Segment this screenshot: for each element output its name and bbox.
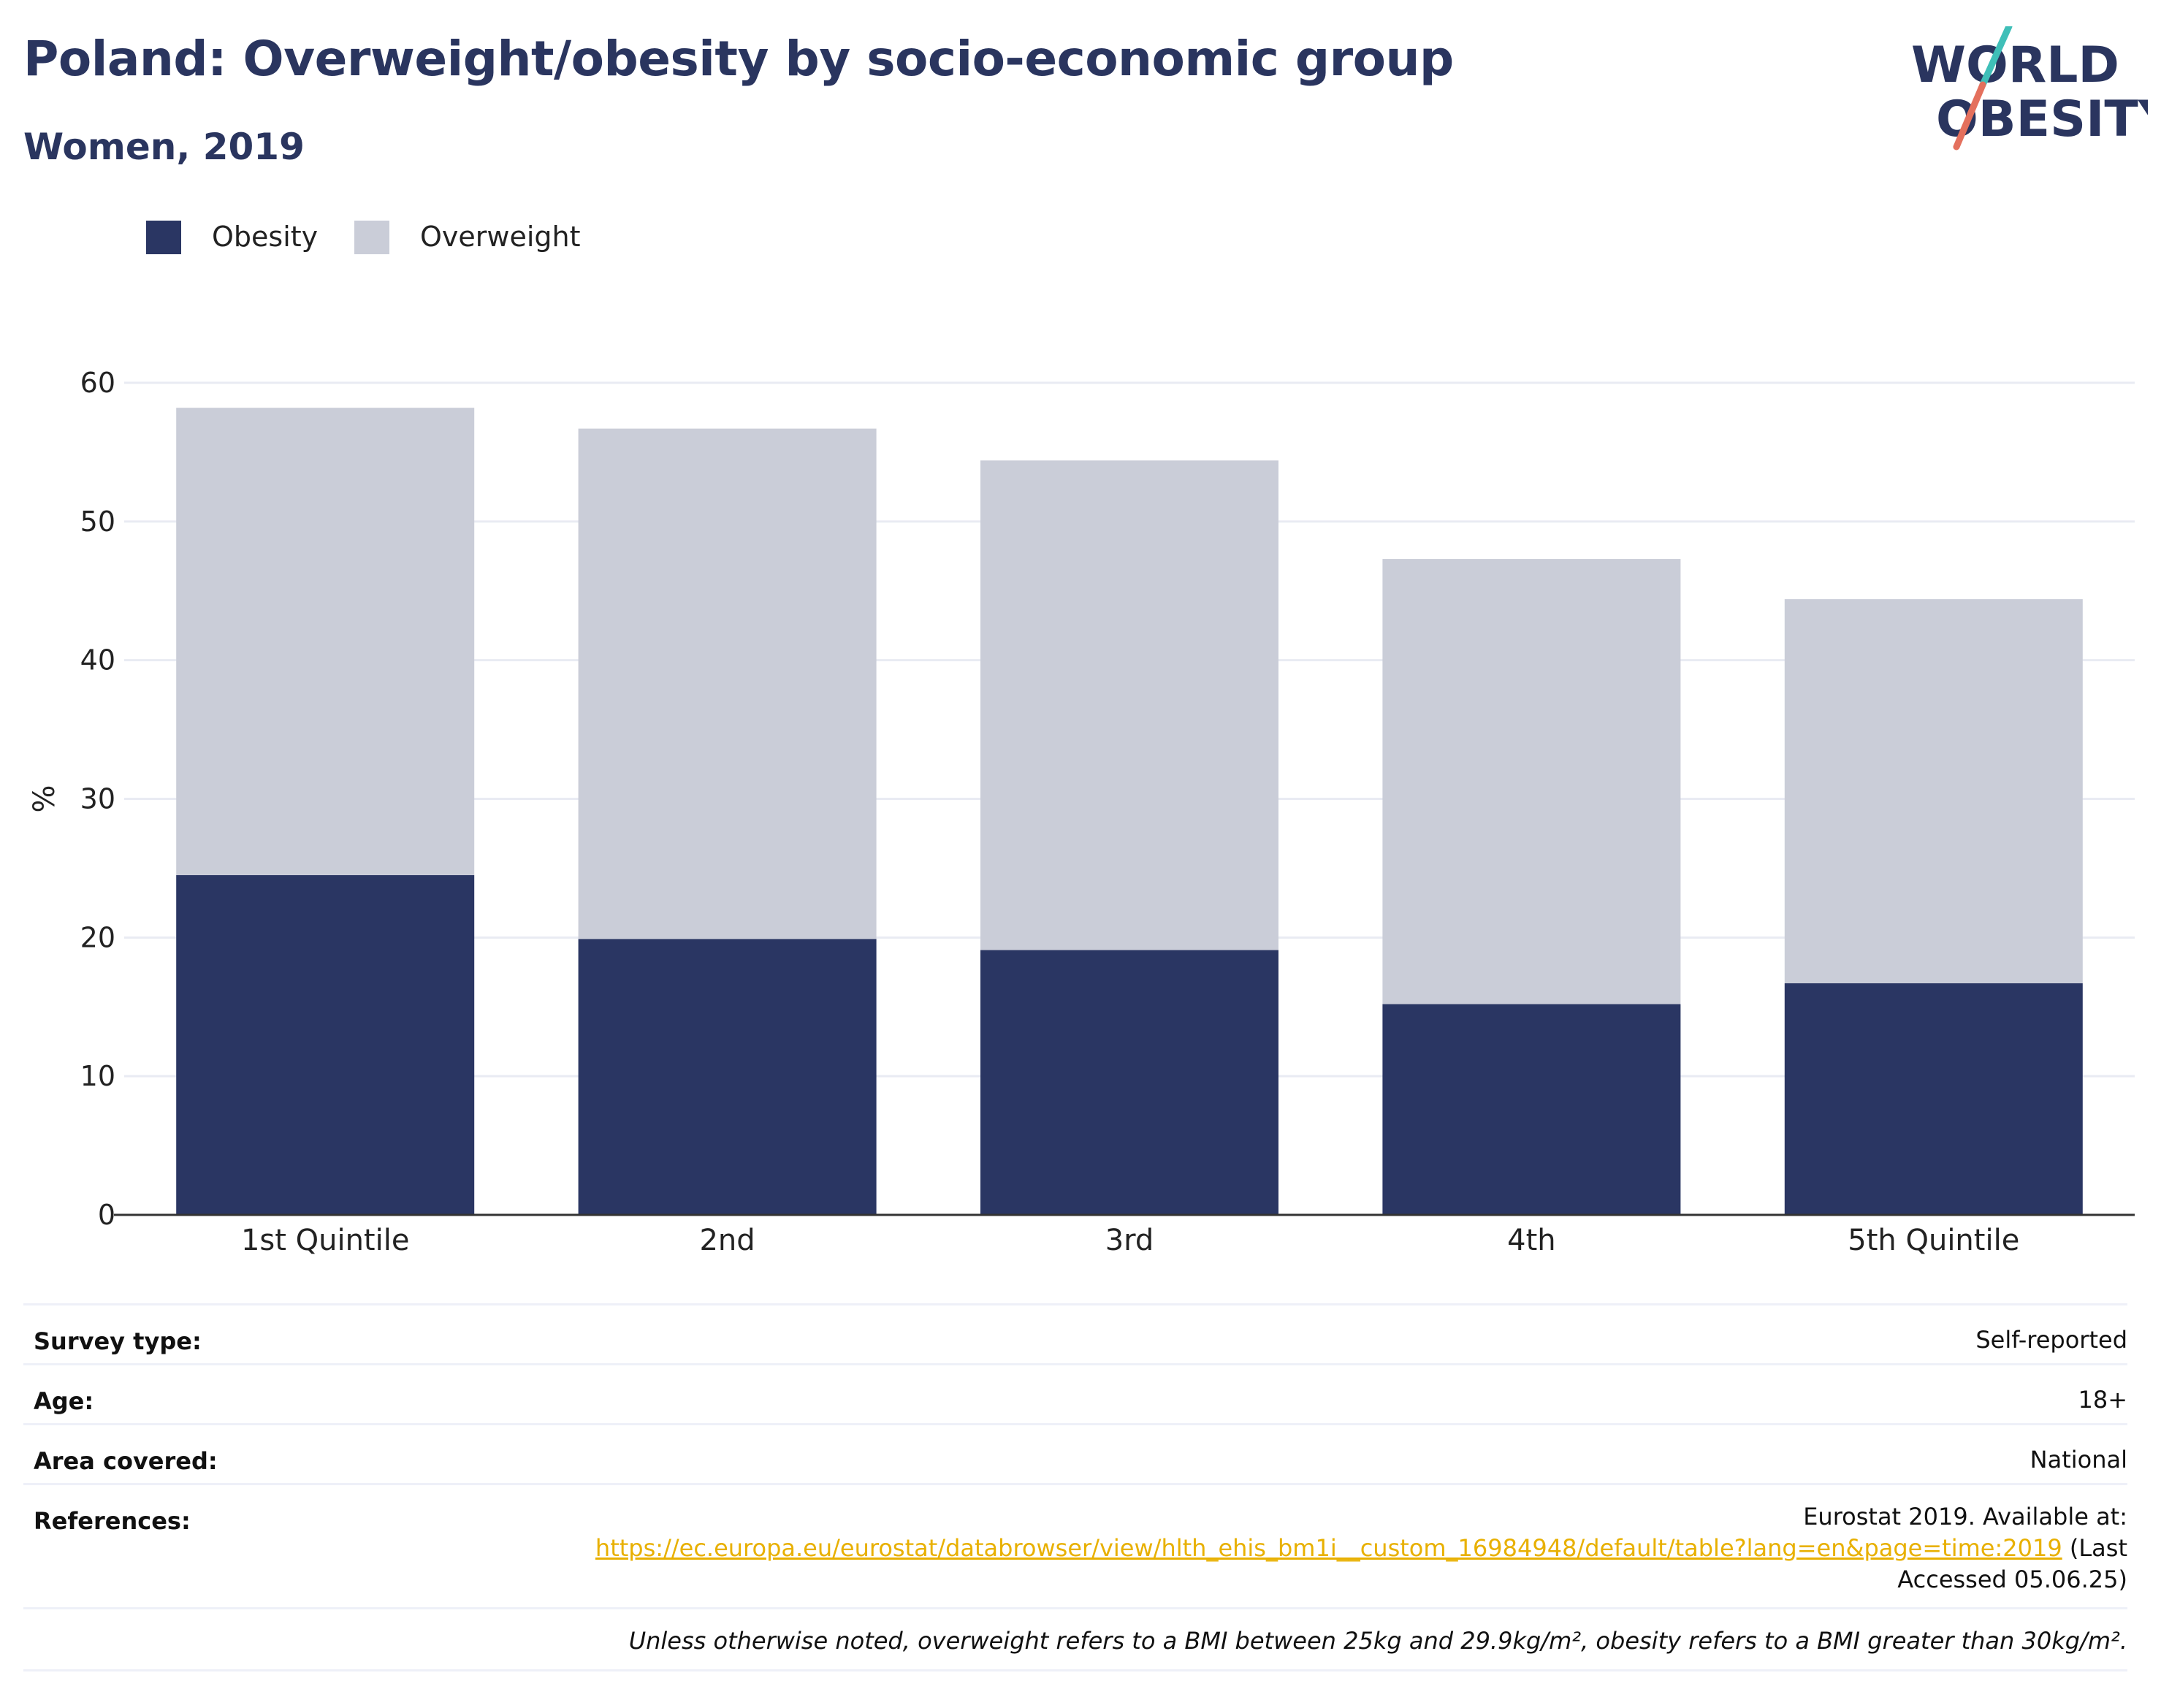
meta-key-area: Area covered: (34, 1447, 218, 1475)
x-tick-label-3: 3rd (1105, 1224, 1154, 1257)
chart-title: Poland: Overweight/obesity by socio-econ… (23, 31, 1454, 87)
y-tick-label-30: 30 (80, 783, 115, 815)
bar-obesity-4 (1382, 1004, 1681, 1215)
y-tick-label-20: 20 (80, 921, 115, 953)
meta-row-note: Unless otherwise noted, overweight refer… (23, 1607, 2127, 1671)
bar-overweight-3 (980, 460, 1278, 950)
bar-overweight-2 (578, 428, 877, 939)
reference-source-text: Eurostat 2019. Available at: (1803, 1503, 2127, 1530)
bar-obesity-1 (176, 874, 475, 1215)
bar-obesity-5 (1784, 983, 2083, 1215)
legend-label-obesity: Obesity (212, 221, 319, 253)
y-tick-label-50: 50 (80, 506, 115, 538)
x-tick-label-2: 2nd (699, 1224, 755, 1257)
meta-value-references: Eurostat 2019. Available at: https://ec.… (595, 1501, 2127, 1595)
y-tick-label-40: 40 (80, 644, 115, 676)
y-tick-label-60: 60 (80, 367, 115, 399)
bar-chart: 0 10 20 30 40 50 60% 1st Quintile 2nd 3rd 4th 5th Q… (28, 367, 2135, 1257)
meta-key-age: Age: (34, 1387, 94, 1415)
legend-swatch-obesity (146, 221, 181, 254)
bar-obesity-3 (980, 950, 1278, 1215)
chart-subtitle: Women, 2019 (23, 126, 305, 168)
legend-label-overweight: Overweight (420, 221, 581, 253)
x-tick-label-1: 1st Quintile (241, 1224, 410, 1257)
legend-swatch-overweight (354, 221, 389, 254)
world-obesity-logo: WORLD OBESITY (1911, 26, 2148, 150)
meta-key-survey-type: Survey type: (34, 1327, 202, 1355)
meta-value-area: National (2029, 1446, 2127, 1473)
bar-overweight-1 (176, 408, 475, 875)
meta-row-area: Area covered: National (23, 1423, 2127, 1485)
bmi-definition-note: Unless otherwise noted, overweight refer… (628, 1627, 2127, 1655)
y-tick-label-0: 0 (98, 1199, 115, 1231)
y-tick-label-10: 10 (80, 1060, 115, 1092)
meta-row-age: Age: 18+ (23, 1363, 2127, 1425)
meta-row-survey-type: Survey type: Self-reported (23, 1303, 2127, 1365)
x-tick-label-4: 4th (1507, 1224, 1555, 1257)
meta-value-age: 18+ (2078, 1386, 2127, 1414)
bar-overweight-4 (1382, 559, 1681, 1004)
bar-obesity-2 (578, 939, 877, 1215)
x-tick-label-5: 5th Quintile (1848, 1224, 2019, 1257)
reference-link[interactable]: https://ec.europa.eu/eurostat/databrowse… (595, 1534, 2062, 1562)
reference-last-accessed: Accessed 05.06.25) (1897, 1566, 2127, 1593)
logo-text-world: WORLD (1911, 37, 2119, 94)
meta-key-references: References: (34, 1507, 191, 1535)
reference-link-line: https://ec.europa.eu/eurostat/databrowse… (595, 1533, 2127, 1564)
bar-overweight-5 (1784, 599, 2083, 983)
meta-value-survey-type: Self-reported (1975, 1326, 2127, 1354)
reference-last-accessed-prefix: (Last (2069, 1534, 2127, 1562)
meta-row-references: References: Eurostat 2019. Available at:… (23, 1483, 2127, 1609)
y-axis-label: % (28, 785, 61, 812)
